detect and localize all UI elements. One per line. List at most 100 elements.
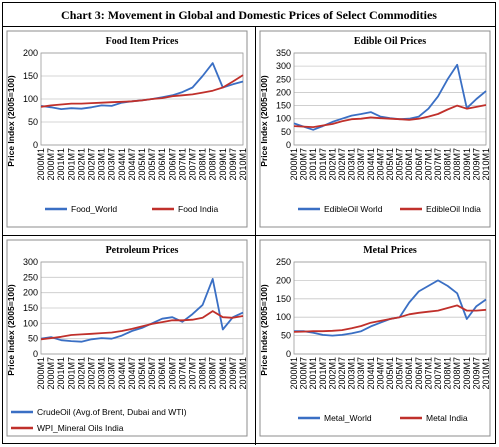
x-tick-label: 2005M1 — [385, 148, 395, 181]
legend-label: CrudeOil (Avg.of Brent, Dubai and WTI) — [37, 407, 187, 417]
x-tick-label: 2009M7 — [471, 148, 481, 181]
x-tick-label: 2006M1 — [157, 357, 167, 390]
x-tick-label: 2005M1 — [137, 357, 147, 390]
y-tick-label: 100 — [23, 94, 38, 104]
x-tick-label: 2002M1 — [327, 148, 337, 181]
series-line-crudeoil-avg-of-brent-dubai-and-wti — [40, 278, 244, 343]
chart-title: Metal Prices — [363, 245, 417, 256]
y-tick-label: 50 — [28, 117, 38, 127]
x-tick-label: 2003M1 — [97, 357, 107, 390]
chart-title: Edible Oil Prices — [354, 36, 426, 47]
x-tick-label: 2003M7 — [107, 357, 117, 390]
x-tick-label: 2000M1 — [289, 148, 299, 181]
x-tick-label: 2003M1 — [347, 148, 357, 181]
x-tick-label: 2005M1 — [137, 148, 147, 181]
x-tick-label: 2006M1 — [404, 357, 414, 390]
x-tick-label: 2001M7 — [318, 357, 328, 390]
y-tick-label: 250 — [23, 272, 38, 282]
x-tick-label: 2000M1 — [36, 357, 46, 390]
y-tick-label: 0 — [33, 349, 38, 359]
y-tick-label: 0 — [286, 140, 291, 150]
x-tick-label: 2002M1 — [327, 357, 337, 390]
x-tick-label: 2000M7 — [46, 357, 56, 390]
chart-border — [6, 239, 248, 437]
y-tick-label: 300 — [23, 257, 38, 267]
horizontal-divider — [3, 235, 495, 236]
legend-label: Food_World — [71, 204, 117, 214]
x-tick-label: 2005M1 — [385, 357, 395, 390]
x-tick-label: 2009M7 — [228, 148, 238, 181]
x-tick-label: 2002M7 — [337, 357, 347, 390]
x-tick-label: 2008M1 — [198, 357, 208, 390]
x-tick-label: 2007M7 — [433, 148, 443, 181]
x-tick-label: 2002M7 — [87, 148, 97, 181]
chart-title: Food Item Prices — [106, 36, 179, 47]
y-tick-label: 200 — [23, 288, 38, 298]
x-tick-label: 2005M7 — [147, 357, 157, 390]
chart-edible-oil-prices: Edible Oil Prices 0 50 100 150 200 250 300 350 Pr… — [259, 30, 491, 228]
series-line-edibleoil-india — [293, 104, 487, 128]
x-tick-label: 2001M1 — [308, 357, 318, 390]
chart-title: Petroleum Prices — [106, 245, 179, 256]
legend-label: Food India — [178, 204, 218, 214]
y-tick-label: 100 — [23, 318, 38, 328]
series-line-metal-india — [293, 304, 487, 333]
x-tick-label: 2009M1 — [218, 357, 228, 390]
x-tick-label: 2004M1 — [366, 148, 376, 181]
y-tick-label: 300 — [276, 61, 291, 71]
y-axis-label: Price Index (2005=100) — [259, 75, 269, 167]
legend-label: EdibleOil India — [426, 204, 481, 214]
x-tick-label: 2002M1 — [76, 357, 86, 390]
x-tick-label: 2010M1 — [238, 357, 248, 390]
x-tick-label: 2006M1 — [157, 148, 167, 181]
x-tick-label: 2008M1 — [198, 148, 208, 181]
y-tick-label: 200 — [276, 275, 291, 285]
series-line-metal-world — [294, 279, 487, 337]
series-line-edibleoil-world — [293, 63, 487, 131]
x-tick-label: 2007M7 — [188, 357, 198, 390]
x-tick-label: 2008M1 — [443, 357, 453, 390]
x-tick-label: 2003M1 — [97, 148, 107, 181]
x-tick-label: 2000M7 — [299, 148, 309, 181]
x-tick-label: 2009M1 — [462, 148, 472, 181]
x-tick-label: 2003M1 — [347, 357, 357, 390]
y-axis-label: Price Index (2005=100) — [6, 75, 16, 167]
x-tick-label: 2010M1 — [481, 357, 491, 390]
chart-border — [259, 30, 491, 228]
y-axis-label: Price Index (2005=100) — [6, 284, 16, 376]
x-tick-label: 2004M1 — [117, 357, 127, 390]
x-tick-label: 2000M1 — [289, 357, 299, 390]
x-tick-label: 2009M7 — [228, 357, 238, 390]
chart-border — [6, 30, 248, 228]
chart-metal-prices: Metal Prices 0 50 100 150 200 250 Price Index (… — [259, 239, 491, 437]
legend-label: EdibleOil World — [324, 204, 383, 214]
x-tick-label: 2006M1 — [404, 148, 414, 181]
x-tick-label: 2001M1 — [56, 357, 66, 390]
y-tick-label: 100 — [276, 312, 291, 322]
chart-petroleum-prices: Petroleum Prices 0 50 100 150 200 250 300 Price … — [6, 239, 248, 437]
x-tick-label: 2006M7 — [414, 148, 424, 181]
x-tick-label: 2006M7 — [414, 357, 424, 390]
x-tick-label: 2004M1 — [117, 148, 127, 181]
x-tick-label: 2003M7 — [107, 148, 117, 181]
x-tick-label: 2002M7 — [337, 148, 347, 181]
plot-area — [40, 261, 244, 355]
x-tick-label: 2001M7 — [66, 148, 76, 181]
y-tick-label: 150 — [276, 294, 291, 304]
x-tick-label: 2008M7 — [208, 148, 218, 181]
y-tick-label: 50 — [28, 334, 38, 344]
x-tick-label: 2002M1 — [76, 148, 86, 181]
legend-label: WPI_Mineral Oils India — [37, 423, 124, 433]
x-tick-label: 2009M7 — [471, 357, 481, 390]
y-tick-label: 200 — [23, 48, 38, 58]
series-line-food-india — [40, 74, 244, 108]
legend-label: Metal_World — [324, 413, 372, 423]
x-tick-label: 2007M7 — [188, 148, 198, 181]
x-tick-label: 2008M1 — [443, 148, 453, 181]
x-tick-label: 2005M7 — [395, 148, 405, 181]
x-tick-label: 2009M1 — [462, 357, 472, 390]
x-tick-label: 2004M7 — [375, 357, 385, 390]
x-tick-label: 2003M7 — [356, 148, 366, 181]
x-tick-label: 2006M7 — [167, 148, 177, 181]
